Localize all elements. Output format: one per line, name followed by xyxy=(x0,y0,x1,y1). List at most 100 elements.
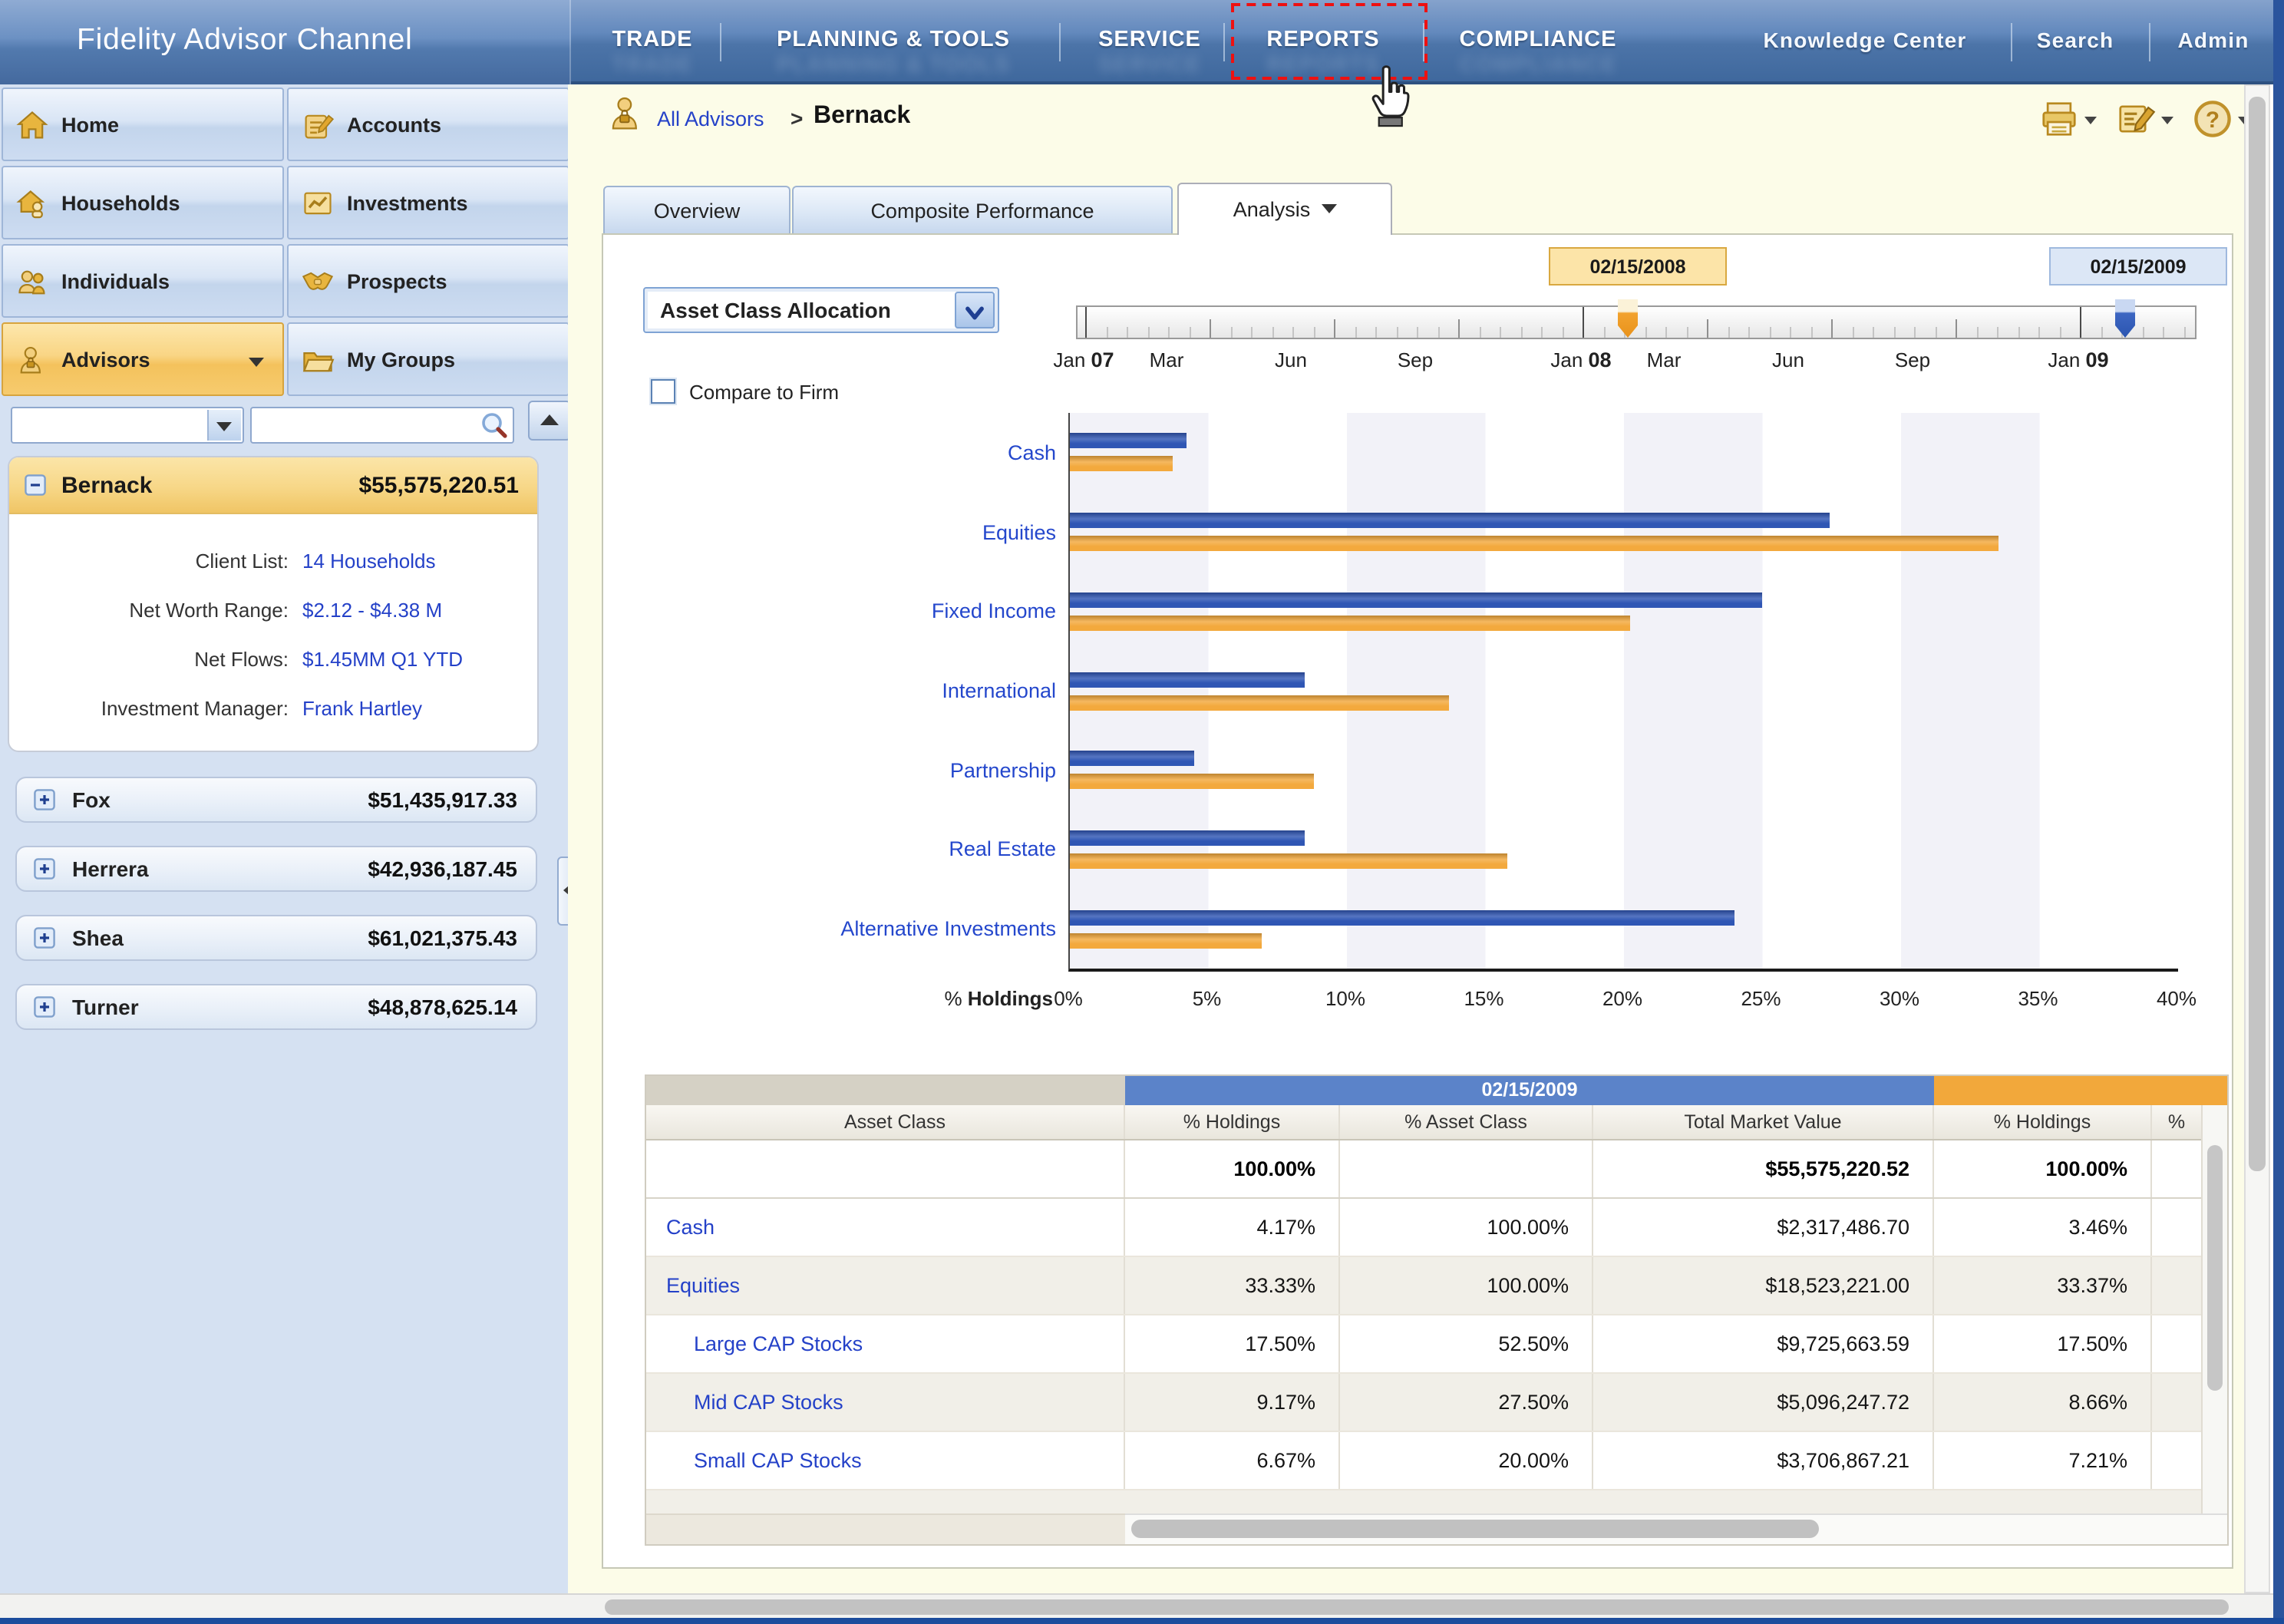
sidebar-scroll-up-button[interactable] xyxy=(528,401,571,441)
hand-cursor-icon xyxy=(1365,64,1412,127)
cell-value: 27.50% xyxy=(1340,1374,1593,1431)
breadcrumb-separator: > xyxy=(790,106,804,130)
sidebar-item-advisors[interactable]: Advisors xyxy=(2,322,284,396)
print-menu-caret[interactable] xyxy=(2084,117,2097,124)
sidebar-item-prospects[interactable]: Prospects xyxy=(287,244,569,318)
detail-value-link[interactable]: 14 Households xyxy=(302,549,436,572)
top-nav-planning-tools[interactable]: PLANNING & TOOLS xyxy=(777,28,1010,52)
page-hscroll-thumb[interactable] xyxy=(605,1599,2229,1615)
sidebar-item-investments[interactable]: Investments xyxy=(287,166,569,239)
cell-value: $3,706,867.21 xyxy=(1593,1432,1934,1489)
help-icon[interactable] xyxy=(2192,98,2233,140)
top-nav-service[interactable]: SERVICE xyxy=(1098,28,1201,52)
chart-row-equities: Equities xyxy=(982,492,2178,571)
column-header-holdings: % Holdings xyxy=(1934,1105,2152,1139)
sidebar-item-accounts[interactable]: Accounts xyxy=(287,87,569,161)
top-nav-trade[interactable]: TRADE xyxy=(612,28,693,52)
collapse-minus-icon[interactable] xyxy=(25,474,46,496)
top-nav-compliance[interactable]: COMPLIANCE xyxy=(1459,28,1617,52)
report-edit-icon[interactable] xyxy=(2115,98,2157,140)
page-vertical-scrollbar[interactable] xyxy=(2244,84,2270,1593)
table-vertical-scrollbar[interactable] xyxy=(2201,1105,2227,1513)
advisor-row-herrera[interactable]: Herrera $42,936,187.45 xyxy=(15,846,537,892)
expand-plus-icon xyxy=(34,858,55,880)
page-vscroll-thumb[interactable] xyxy=(2249,97,2266,1171)
page-horizontal-scrollbar[interactable] xyxy=(0,1593,2273,1618)
compare-to-firm-checkbox[interactable] xyxy=(651,379,675,404)
table-horizontal-scrollbar[interactable] xyxy=(646,1513,2227,1544)
report-menu-caret[interactable] xyxy=(2161,117,2173,124)
advisor-name: Shea xyxy=(72,926,124,950)
detail-value-link[interactable]: $1.45MM Q1 YTD xyxy=(302,647,464,670)
chart-category-label[interactable]: Alternative Investments xyxy=(840,917,1056,941)
analysis-panel: Asset Class Allocation Compare to Firm J… xyxy=(602,233,2233,1569)
column-header-holdings: % Holdings xyxy=(1125,1105,1340,1139)
table-summary-row: 100.00% $55,575,220.52 100.00% xyxy=(646,1140,2227,1199)
tab-overview[interactable]: Overview xyxy=(603,186,790,233)
sidebar-item-my-groups[interactable]: My Groups xyxy=(287,322,569,396)
column-header-: % xyxy=(2167,1111,2186,1133)
sidebar-item-households[interactable]: Households xyxy=(2,166,284,239)
detail-value-link[interactable]: Frank Hartley xyxy=(302,696,423,719)
expand-plus-icon xyxy=(34,927,55,949)
chevron-down-icon[interactable] xyxy=(955,292,995,328)
table-date-band-current: 02/15/2009 xyxy=(1125,1076,1934,1105)
chart-row-international: International xyxy=(942,651,2178,730)
cell-value: 6.67% xyxy=(1125,1432,1340,1489)
detail-label: Net Worth Range: xyxy=(129,598,289,621)
chart-row-fixed-income: Fixed Income xyxy=(932,572,2178,651)
window-bottom-edge xyxy=(0,1618,2284,1624)
asset-class-link[interactable]: Small CAP Stocks xyxy=(694,1449,862,1472)
cell-value xyxy=(2152,1374,2201,1431)
nav-divider xyxy=(1423,23,1424,61)
view-select-dropdown[interactable]: Asset Class Allocation xyxy=(643,287,999,333)
top-nav-knowledge-center[interactable]: Knowledge Center xyxy=(1763,28,1967,52)
sidebar-item-individuals[interactable]: Individuals xyxy=(2,244,284,318)
tab-composite-performance[interactable]: Composite Performance xyxy=(792,186,1173,233)
chart-row-alternative-investments: Alternative Investments xyxy=(840,890,2178,969)
tab-analysis[interactable]: Analysis xyxy=(1177,183,1392,235)
asset-class-link[interactable]: Large CAP Stocks xyxy=(694,1332,863,1355)
chart-category-label[interactable]: Real Estate xyxy=(949,837,1056,861)
table-row-mid-cap-stocks: Mid CAP Stocks 9.17% 27.50% $5,096,247.72 8.… xyxy=(646,1374,2227,1432)
bar-02-15-2008-alternative-investments xyxy=(1070,932,1262,949)
table-hscroll-thumb[interactable] xyxy=(1131,1520,1819,1538)
breadcrumb-all-advisors-link[interactable]: All Advisors xyxy=(657,107,764,130)
chart-category-label[interactable]: Cash xyxy=(1007,441,1056,464)
chart-row-partnership: Partnership xyxy=(950,731,2178,810)
advisor-filter-select[interactable] xyxy=(11,407,244,444)
asset-class-link[interactable]: Mid CAP Stocks xyxy=(694,1391,843,1414)
top-nav-search[interactable]: Search xyxy=(2036,28,2114,52)
detail-value-link[interactable]: $2.12 - $4.38 M xyxy=(302,598,443,621)
advisor-row-turner[interactable]: Turner $48,878,625.14 xyxy=(15,984,537,1030)
top-nav-reports[interactable]: REPORTS xyxy=(1266,28,1380,52)
x-tick-label: 5% xyxy=(1192,987,1222,1010)
advisor-detail-row: Net Worth Range: $2.12 - $4.38 M xyxy=(9,585,537,634)
sidebar-item-home[interactable]: Home xyxy=(2,87,284,161)
chevron-down-icon xyxy=(1321,204,1337,213)
nav-divider xyxy=(1059,23,1061,61)
top-nav-admin[interactable]: Admin xyxy=(2177,28,2249,52)
advisor-card-header[interactable]: Bernack $55,575,220.51 xyxy=(9,457,537,514)
chart-category-label[interactable]: International xyxy=(942,679,1056,703)
chevron-down-icon[interactable] xyxy=(207,410,241,441)
advisor-row-fox[interactable]: Fox $51,435,917.33 xyxy=(15,777,537,823)
advisor-row-shea[interactable]: Shea $61,021,375.43 xyxy=(15,915,537,961)
chart-category-label[interactable]: Partnership xyxy=(949,758,1056,782)
detail-label: Investment Manager: xyxy=(101,696,289,719)
chart-category-label[interactable]: Fixed Income xyxy=(931,599,1056,623)
print-icon[interactable] xyxy=(2038,98,2080,140)
timeline-month-label: Mar xyxy=(1149,348,1184,371)
advisor-search-input[interactable] xyxy=(250,407,514,444)
advisor-total: $48,878,625.14 xyxy=(368,995,517,1019)
asset-class-link[interactable]: Cash xyxy=(666,1216,715,1239)
timeline-month-label: Jun xyxy=(1772,348,1804,371)
cell-value: 33.37% xyxy=(1934,1257,2152,1314)
x-tick-label: 15% xyxy=(1464,987,1504,1010)
bar-02-15-2008-fixed-income xyxy=(1070,615,1630,631)
advisors-icon xyxy=(15,344,49,378)
asset-class-link[interactable]: Equities xyxy=(666,1274,741,1297)
search-icon[interactable] xyxy=(479,410,510,441)
table-vscroll-thumb[interactable] xyxy=(2207,1145,2223,1391)
chart-category-label[interactable]: Equities xyxy=(982,520,1056,544)
